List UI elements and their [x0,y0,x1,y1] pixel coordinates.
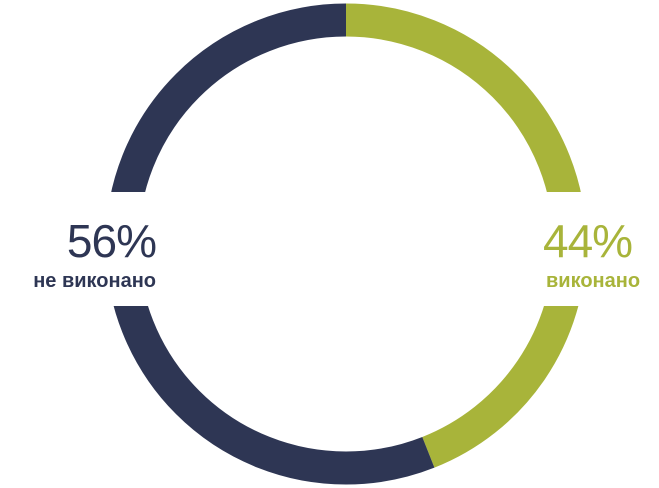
label-gap-left [0,192,150,306]
not-done-percentage: 56% [66,215,157,267]
done-percentage: 44% [543,215,633,267]
done-label: виконано [546,270,641,292]
label-gap-right [520,192,659,306]
not-done-label: не виконано [33,270,156,292]
